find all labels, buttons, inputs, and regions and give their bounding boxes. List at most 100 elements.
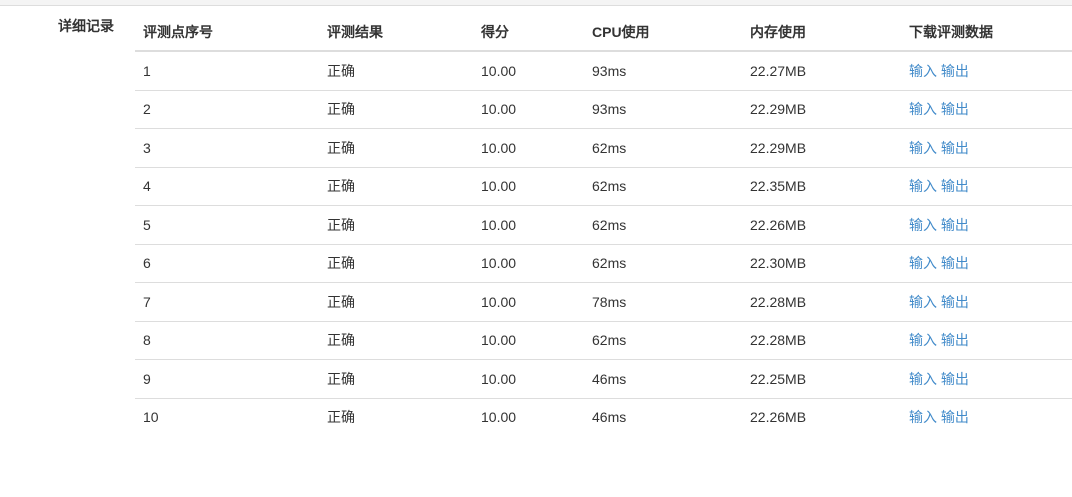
test-id-cell: 4 [135,167,319,206]
memory-usage-cell: 22.28MB [742,321,901,360]
download-input-link[interactable]: 输入 [909,255,937,272]
test-id-cell: 2 [135,90,319,129]
table-row: 4 正确 10.00 62ms 22.35MB 输入 输出 [135,167,1072,206]
memory-usage-cell: 22.26MB [750,409,807,426]
score-cell: 10.00 [481,409,517,426]
download-output-link[interactable]: 输出 [940,332,969,349]
header-memory: 内存使用 [742,13,901,52]
download-input-link[interactable]: 输入 [909,139,937,156]
cpu-usage-cell: 62ms [584,321,742,360]
download-cell: 输入 输出 [901,282,1072,322]
cpu-usage-cell: 62ms [584,244,742,283]
table-row: 9 正确 10.00 46ms 22.25MB 输入 输出 [135,359,1072,399]
test-id-cell: 1 [135,51,319,91]
download-input-link[interactable]: 输入 [909,332,937,349]
section-label: 详细记录 [58,18,114,34]
download-input-link[interactable]: 输入 [909,101,937,118]
memory-usage-cell: 22.26MB [742,205,901,245]
test-id-cell: 9 [135,359,319,399]
download-cell: 输入 输出 [901,321,1072,360]
download-cell: 输入 输出 [901,167,1072,206]
table-row: 7 正确 10.00 78ms 22.28MB 输入 输出 [135,282,1072,322]
download-input-link[interactable]: 输入 [909,409,937,426]
memory-usage-cell: 22.35MB [742,167,901,206]
test-id-cell: 5 [135,205,319,245]
header-download: 下载评测数据 [901,13,1072,52]
download-input-link[interactable]: 输入 [909,62,937,79]
memory-usage-cell: 22.28MB [742,282,901,322]
score-cell: 10.00 [473,90,584,129]
score-cell: 10.00 [473,359,584,399]
table-row: 6 正确 10.00 62ms 22.30MB 输入 输出 [135,244,1072,283]
test-id-cell: 3 [135,128,319,168]
test-id-cell: 6 [135,244,319,283]
score-cell: 10.00 [473,51,584,91]
download-output-link[interactable]: 输出 [940,370,969,387]
header-cpu: CPU使用 [584,13,742,52]
memory-usage-cell: 22.29MB [742,90,901,129]
score-cell: 10.00 [473,167,584,206]
table-row: 8 正确 10.00 62ms 22.28MB 输入 输出 [135,321,1072,360]
table-row: 1 正确 10.00 93ms 22.27MB 输入 输出 [135,51,1072,91]
test-id-cell: 8 [135,321,319,360]
memory-usage-cell: 22.29MB [742,128,901,168]
cpu-usage-cell: 46ms [584,359,742,399]
download-cell: 输入 输出 [901,128,1072,168]
result-cell: 正确 [319,321,473,360]
download-cell: 输入 输出 [901,205,1072,245]
header-score: 得分 [473,13,584,52]
cpu-usage-cell: 46ms [592,409,627,426]
table-row: 2 正确 10.00 93ms 22.29MB 输入 输出 [135,90,1072,129]
result-cell: 正确 [319,205,473,245]
download-cell: 输入 输出 [901,90,1072,129]
result-cell: 正确 [319,359,473,399]
download-output-link[interactable]: 输出 [940,409,969,426]
download-input-link[interactable]: 输入 [909,370,937,387]
cpu-usage-cell: 62ms [584,205,742,245]
score-cell: 10.00 [473,244,584,283]
score-cell: 10.00 [473,282,584,322]
result-cell: 正确 [319,90,473,129]
top-bar [0,0,1072,6]
download-input-link[interactable]: 输入 [909,293,937,310]
result-cell: 正确 [327,409,355,426]
download-cell: 输入 输出 [901,359,1072,399]
cpu-usage-cell: 93ms [584,51,742,91]
download-cell: 输入 输出 [901,398,1072,436]
download-cell: 输入 输出 [901,244,1072,283]
cpu-usage-cell: 78ms [584,282,742,322]
download-output-link[interactable]: 输出 [940,139,969,156]
download-output-link[interactable]: 输出 [940,62,969,79]
result-cell: 正确 [319,282,473,322]
download-cell: 输入 输出 [901,51,1072,91]
test-id-cell: 7 [135,282,319,322]
result-cell: 正确 [319,167,473,206]
table-row: 3 正确 10.00 62ms 22.29MB 输入 输出 [135,128,1072,168]
test-id-cell: 10 [143,409,159,426]
header-test-id: 评测点序号 [135,13,319,52]
result-cell: 正确 [319,128,473,168]
cpu-usage-cell: 93ms [584,90,742,129]
download-output-link[interactable]: 输出 [940,178,969,195]
result-cell: 正确 [319,244,473,283]
cpu-usage-cell: 62ms [584,167,742,206]
download-output-link[interactable]: 输出 [940,293,969,310]
header-result: 评测结果 [319,13,473,52]
memory-usage-cell: 22.30MB [742,244,901,283]
download-input-link[interactable]: 输入 [909,216,937,233]
download-output-link[interactable]: 输出 [940,216,969,233]
result-cell: 正确 [319,51,473,91]
memory-usage-cell: 22.25MB [742,359,901,399]
score-cell: 10.00 [473,321,584,360]
download-output-link[interactable]: 输出 [940,101,969,118]
test-results-table: 评测点序号 评测结果 得分 CPU使用 内存使用 下载评测数据 1 正确 10.00… [135,13,1072,436]
score-cell: 10.00 [473,128,584,168]
table-header-row: 评测点序号 评测结果 得分 CPU使用 内存使用 下载评测数据 [135,13,1072,52]
memory-usage-cell: 22.27MB [742,51,901,91]
download-output-link[interactable]: 输出 [940,255,969,272]
score-cell: 10.00 [473,205,584,245]
cpu-usage-cell: 62ms [584,128,742,168]
download-input-link[interactable]: 输入 [909,178,937,195]
table-row: 10 正确 10.00 46ms 22.26MB 输入 输出 [135,398,1072,436]
table-row: 5 正确 10.00 62ms 22.26MB 输入 输出 [135,205,1072,245]
